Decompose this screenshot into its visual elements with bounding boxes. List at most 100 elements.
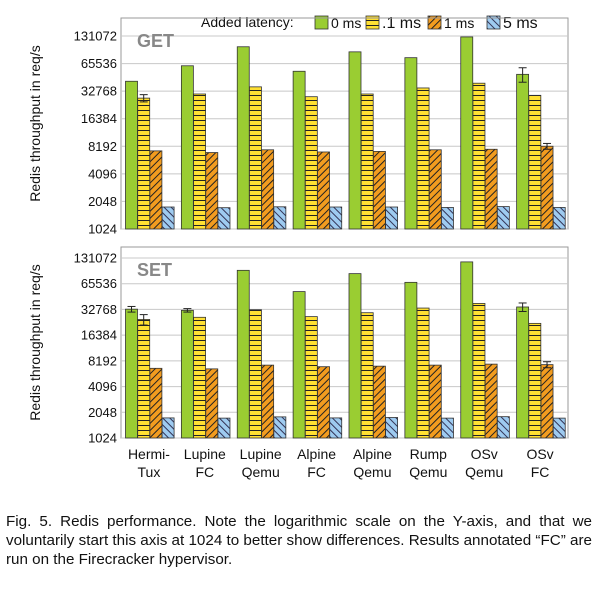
y-tick-label: 8192 (88, 353, 117, 368)
bar (149, 367, 163, 439)
category-label: Alpine (353, 446, 392, 462)
bar (516, 73, 530, 230)
bar (261, 149, 275, 230)
bar (404, 281, 418, 439)
legend-label: 1 ms (444, 15, 474, 31)
category-label: Tux (138, 464, 161, 480)
category-label: OSv (471, 446, 498, 462)
bar (161, 206, 175, 230)
legend-swatch (427, 15, 442, 30)
category-label: Lupine (240, 446, 282, 462)
category-label: Qemu (242, 464, 280, 480)
panel-title: GET (137, 31, 174, 51)
bar (484, 363, 498, 439)
y-tick-label: 2048 (88, 194, 117, 209)
redis-performance-chart: Added latency: 0 ms .1 ms 1 ms 5 ms 1024 204… (27, 14, 569, 480)
y-tick-label: 2048 (88, 405, 117, 420)
bar (217, 207, 231, 230)
y-tick-label: 1024 (88, 431, 117, 446)
bar (205, 152, 219, 230)
category-label: Lupine (184, 446, 226, 462)
bar (236, 46, 250, 230)
bar (329, 206, 343, 230)
bar (193, 316, 206, 439)
y-tick-label: 65536 (81, 276, 117, 291)
bar (484, 148, 498, 230)
bar (348, 273, 362, 439)
bar (236, 269, 250, 439)
bar (304, 316, 318, 439)
legend-swatch (365, 15, 380, 30)
bar (441, 207, 454, 230)
bar (460, 36, 474, 230)
bar (137, 97, 151, 230)
bar (249, 309, 262, 439)
bar (137, 319, 151, 439)
bar (385, 206, 399, 230)
bar (428, 149, 442, 230)
bar (460, 261, 474, 439)
y-tick-label: 32768 (81, 84, 117, 99)
bar (180, 309, 194, 439)
y-tick-label: 4096 (88, 166, 117, 181)
legend-title: Added latency: (201, 14, 294, 30)
bar (292, 291, 306, 439)
y-tick-label: 32768 (81, 302, 117, 317)
category-label: Hermi- (128, 446, 170, 462)
bar (304, 96, 318, 230)
category-label: FC (531, 464, 550, 480)
bar (528, 94, 542, 230)
bar (385, 417, 399, 439)
bar (441, 417, 454, 439)
bar (360, 93, 374, 230)
bar (552, 417, 566, 439)
category-label: Alpine (297, 446, 336, 462)
bar (516, 306, 530, 439)
y-tick-label: 65536 (81, 56, 117, 71)
panel-get: 1024 2048 4096 8192 16384 32768 65536 131072 GET… (27, 17, 569, 237)
panel-title: SET (137, 260, 172, 280)
category-label: FC (195, 464, 214, 480)
bar (540, 364, 554, 439)
bar (496, 416, 510, 439)
bar (217, 417, 231, 439)
y-axis-label: Redis throughput in req/s (27, 264, 43, 420)
category-labels: Hermi- Tux Lupine FC Lupine Qemu Alpine FC Alpin… (128, 446, 554, 480)
bar (273, 206, 287, 230)
bar (428, 364, 442, 439)
panel-set: 1024 2048 4096 8192 16384 32768 65536 131072 SET… (27, 246, 569, 446)
y-axis-label: Redis throughput in req/s (27, 45, 43, 201)
y-tick-label: 16384 (81, 328, 117, 343)
bar (372, 365, 386, 439)
legend-swatch (314, 15, 329, 30)
legend-label: 5 ms (503, 15, 538, 32)
bar (416, 307, 430, 439)
bar (317, 366, 330, 439)
bar (416, 87, 430, 230)
bar (528, 322, 542, 439)
bar (273, 416, 287, 439)
bar (317, 151, 330, 230)
bar (348, 51, 362, 230)
legend-swatch (486, 15, 501, 30)
category-label: Rump (410, 446, 448, 462)
bar (372, 151, 386, 230)
bar (161, 417, 175, 439)
bar (404, 57, 418, 230)
bar (329, 417, 343, 439)
category-label: FC (307, 464, 326, 480)
bar (205, 368, 219, 439)
y-tick-label: 131072 (74, 251, 117, 266)
bar (125, 80, 138, 230)
bar (472, 82, 486, 230)
y-tick-label: 131072 (74, 29, 117, 44)
category-label: Qemu (409, 464, 447, 480)
category-label: Qemu (465, 464, 503, 480)
bar (193, 93, 206, 230)
legend-label: .1 ms (382, 15, 421, 32)
bar (125, 308, 138, 439)
y-tick-label: 1024 (88, 222, 117, 237)
bar (261, 364, 275, 439)
bar (149, 150, 163, 230)
y-tick-label: 8192 (88, 139, 117, 154)
